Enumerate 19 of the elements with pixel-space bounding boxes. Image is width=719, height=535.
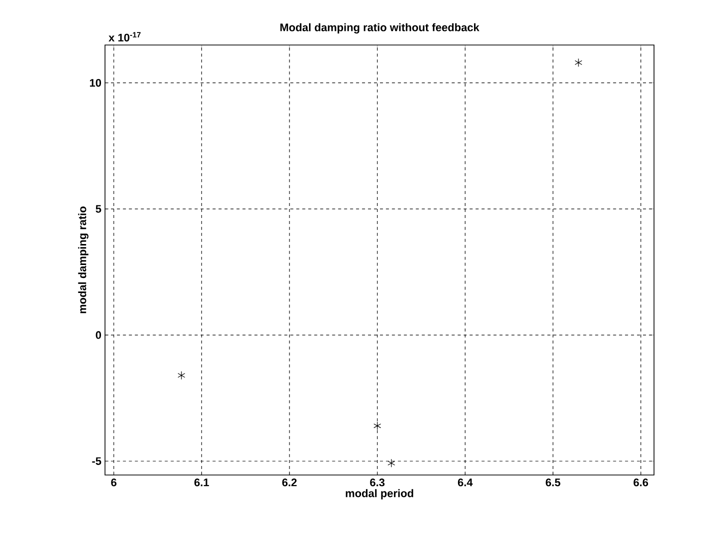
y-tick-label: 10 xyxy=(90,78,102,87)
y-tick-label: -5 xyxy=(92,457,102,465)
x-tick-label: 6.6 xyxy=(634,478,648,486)
x-tick-label: 6.2 xyxy=(282,478,297,486)
point xyxy=(178,371,186,380)
point xyxy=(388,458,396,468)
y-tick-label: 0 xyxy=(96,331,102,339)
x-tick-label: 6.3 xyxy=(370,478,385,486)
point xyxy=(374,422,382,430)
x-tick-label: 6.1 xyxy=(194,478,209,486)
x-tick-label: 6 xyxy=(111,478,116,486)
y-axis-title: modal damping ratio xyxy=(78,206,88,314)
x-tick-label: 6.4 xyxy=(458,478,473,486)
y-tick-label: 5 xyxy=(96,205,102,213)
x-tick-label: 6.5 xyxy=(546,478,560,486)
x-axis-title: modal period xyxy=(346,489,414,500)
text: x 10$^{-17}$ xyxy=(108,32,141,42)
chart-title: Modal damping ratio without feedback xyxy=(280,23,480,34)
point xyxy=(574,58,582,67)
